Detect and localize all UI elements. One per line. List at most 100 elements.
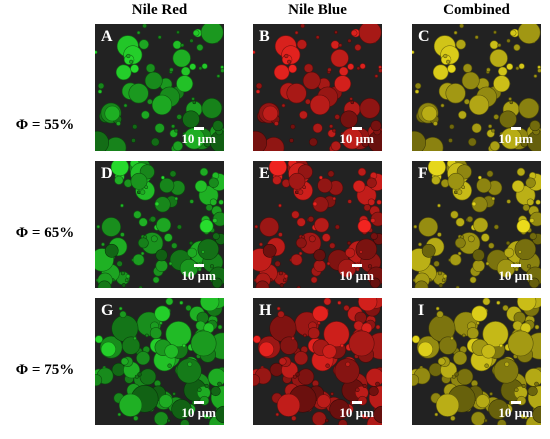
column-header-combined: Combined bbox=[443, 2, 510, 18]
droplet bbox=[297, 189, 304, 195]
droplet bbox=[449, 124, 455, 130]
droplet bbox=[154, 305, 171, 322]
droplet bbox=[511, 180, 525, 193]
droplet bbox=[412, 374, 420, 387]
droplet bbox=[279, 336, 299, 355]
droplet bbox=[208, 177, 219, 188]
micrograph-panel-h: H 10 µm bbox=[253, 298, 382, 425]
droplet bbox=[378, 68, 382, 73]
droplet bbox=[437, 203, 441, 208]
droplet bbox=[281, 103, 286, 108]
droplet bbox=[514, 387, 519, 393]
droplet bbox=[457, 251, 462, 256]
scale-bar bbox=[511, 127, 521, 130]
droplet bbox=[155, 259, 168, 273]
droplet bbox=[310, 276, 318, 284]
droplet bbox=[120, 232, 125, 237]
droplet bbox=[529, 217, 535, 223]
droplet bbox=[432, 121, 438, 126]
droplet bbox=[467, 137, 477, 147]
scale-bar bbox=[352, 264, 362, 267]
droplet bbox=[197, 267, 202, 272]
droplet bbox=[121, 336, 141, 355]
droplet bbox=[347, 199, 352, 204]
droplet bbox=[95, 130, 109, 151]
droplet bbox=[359, 98, 381, 119]
droplet bbox=[486, 67, 491, 72]
droplet bbox=[358, 298, 378, 312]
droplet bbox=[138, 285, 143, 288]
droplet bbox=[346, 240, 352, 246]
droplet bbox=[259, 242, 263, 247]
droplet bbox=[165, 298, 174, 306]
droplet bbox=[136, 351, 151, 366]
droplet bbox=[120, 271, 125, 276]
droplet bbox=[171, 242, 178, 249]
droplet bbox=[337, 300, 342, 305]
droplet bbox=[289, 138, 294, 143]
droplet bbox=[123, 103, 128, 108]
droplet bbox=[437, 357, 446, 366]
droplet bbox=[168, 261, 173, 266]
droplet bbox=[488, 124, 493, 129]
droplet bbox=[447, 64, 456, 74]
droplet bbox=[288, 64, 297, 74]
droplet bbox=[334, 75, 352, 93]
droplet bbox=[334, 224, 340, 230]
droplet bbox=[283, 274, 289, 279]
droplet bbox=[176, 114, 182, 120]
droplet bbox=[278, 271, 283, 276]
droplet bbox=[329, 124, 334, 129]
droplet bbox=[312, 305, 329, 322]
droplet bbox=[468, 94, 490, 115]
droplet bbox=[212, 217, 218, 223]
droplet bbox=[434, 412, 439, 417]
droplet bbox=[201, 63, 208, 70]
droplet bbox=[493, 75, 511, 93]
droplet bbox=[433, 260, 440, 267]
droplet bbox=[499, 343, 503, 348]
droplet bbox=[482, 321, 509, 348]
droplet bbox=[210, 386, 221, 397]
droplet bbox=[133, 415, 139, 421]
droplet bbox=[440, 103, 445, 108]
droplet bbox=[117, 412, 122, 417]
scale-bar bbox=[352, 127, 362, 130]
scale-bar-label: 10 µm bbox=[498, 268, 533, 283]
droplet bbox=[418, 242, 422, 247]
droplet bbox=[154, 411, 169, 425]
droplet bbox=[189, 63, 197, 71]
droplet bbox=[307, 327, 320, 340]
droplet bbox=[471, 411, 486, 425]
droplet bbox=[189, 199, 194, 204]
droplet bbox=[303, 63, 314, 73]
droplet-field bbox=[253, 161, 382, 288]
droplet bbox=[436, 310, 444, 318]
droplet bbox=[378, 65, 382, 70]
droplet bbox=[462, 333, 466, 338]
droplet bbox=[325, 418, 329, 423]
droplet bbox=[296, 285, 301, 288]
panel-letter: D bbox=[101, 165, 113, 182]
droplet bbox=[182, 343, 186, 348]
droplet bbox=[534, 381, 539, 387]
droplet bbox=[118, 393, 143, 417]
droplet bbox=[133, 336, 137, 341]
droplet bbox=[309, 94, 331, 115]
droplet bbox=[456, 368, 474, 386]
droplet bbox=[156, 217, 172, 233]
panel-letter: B bbox=[259, 28, 270, 45]
droplet bbox=[437, 232, 442, 237]
droplet bbox=[187, 361, 193, 367]
panel-letter: E bbox=[259, 165, 270, 182]
droplet bbox=[432, 64, 449, 81]
droplet bbox=[291, 415, 297, 421]
droplet bbox=[145, 333, 149, 338]
droplet bbox=[282, 278, 287, 282]
droplet bbox=[255, 89, 261, 94]
droplet bbox=[180, 419, 190, 425]
droplet bbox=[290, 124, 296, 130]
droplet bbox=[167, 363, 172, 368]
droplet bbox=[298, 251, 303, 256]
droplet bbox=[327, 170, 335, 178]
